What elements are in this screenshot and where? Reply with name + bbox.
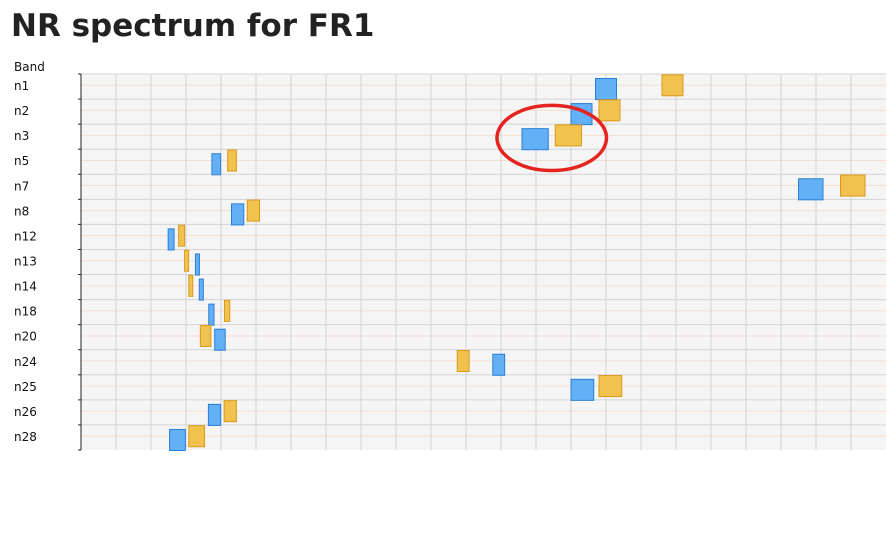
spectrum-bars: [167, 74, 866, 452]
band-label-n26: n26: [14, 405, 37, 419]
downlink-range-n13: [184, 249, 190, 272]
uplink-range-n5: [211, 153, 222, 176]
downlink-range-n26: [223, 400, 237, 423]
uplink-range-n3: [521, 128, 549, 151]
plot-area: [81, 74, 886, 450]
downlink-range-n18: [224, 299, 231, 322]
uplink-range-n7: [798, 178, 824, 201]
band-label-n28: n28: [14, 430, 37, 444]
uplink-range-n26: [207, 403, 222, 426]
band-label-n2: n2: [14, 104, 29, 118]
uplink-range-n24: [492, 353, 506, 376]
uplink-range-n12: [167, 228, 175, 251]
uplink-range-n25: [570, 378, 595, 401]
band-label-n13: n13: [14, 255, 37, 269]
uplink-range-n1: [595, 78, 617, 101]
downlink-range-n5: [227, 149, 237, 172]
band-label-n8: n8: [14, 204, 29, 218]
highlight-ellipse: [495, 103, 609, 173]
downlink-range-n20: [199, 324, 212, 347]
downlink-range-n24: [456, 349, 470, 373]
band-label-n14: n14: [14, 280, 37, 294]
downlink-range-n14: [188, 274, 194, 297]
grid-lines: [81, 73, 886, 450]
uplink-range-n28: [169, 428, 186, 452]
uplink-range-n20: [214, 328, 226, 351]
band-label-n3: n3: [14, 129, 29, 143]
downlink-range-n12: [178, 224, 186, 247]
band-axis-title: Band: [14, 60, 45, 74]
downlink-range-n28: [188, 425, 206, 448]
band-label-n7: n7: [14, 179, 29, 193]
band-axis: n1 n2 n3 n5 n7 n8 n12 n13 n14 n18 n20 n24 n25 n26 n28: [14, 73, 82, 451]
downlink-range-n8: [246, 199, 260, 222]
band-label-n5: n5: [14, 154, 29, 168]
downlink-range-n25: [598, 375, 623, 398]
uplink-range-n8: [231, 203, 245, 226]
uplink-range-n18: [208, 303, 215, 326]
uplink-range-n14: [198, 278, 204, 301]
band-label-n25: n25: [14, 380, 37, 394]
downlink-range-n1: [661, 74, 684, 97]
uplink-range-n13: [194, 253, 200, 276]
band-label-n12: n12: [14, 229, 37, 243]
downlink-range-n2: [598, 99, 621, 122]
band-label-n20: n20: [14, 330, 37, 344]
annotation-layer: [495, 103, 609, 173]
band-label-n24: n24: [14, 355, 37, 369]
downlink-range-n3: [554, 124, 582, 147]
band-label-n18: n18: [14, 305, 37, 319]
downlink-range-n7: [840, 174, 866, 197]
page-title: NR spectrum for FR1: [11, 8, 375, 44]
band-label-n1: n1: [14, 79, 29, 93]
